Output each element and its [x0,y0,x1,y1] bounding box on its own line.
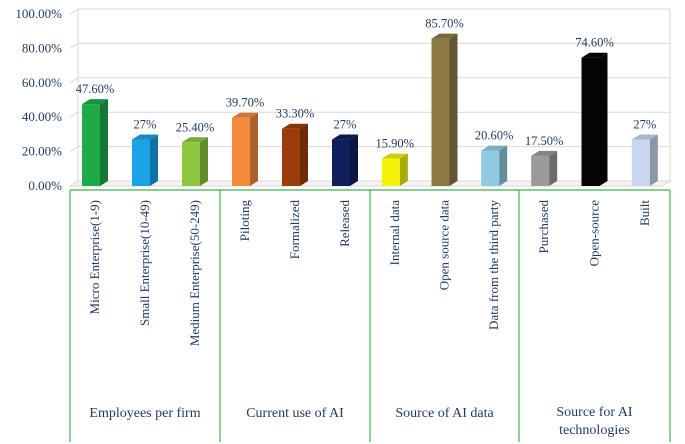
bar-medium-enterprise-50-249- [182,137,208,186]
bar-side [350,134,358,186]
data-label: 85.70% [425,17,464,31]
y-tick-label: 0.00% [28,178,62,193]
gridlines [68,8,672,187]
bar-front [82,104,100,186]
y-tick-label: 60.00% [22,75,62,90]
bar-top [631,134,658,140]
bar-open-source [581,52,608,186]
bar-front [531,155,550,186]
bars [82,33,658,186]
data-label: 17.50% [525,134,564,148]
category-label: Data from the third party [486,200,501,330]
gridline-depth [69,77,79,84]
bar-side [599,52,608,186]
bar-data-from-the-third-party [481,145,508,186]
bar-side [549,150,558,186]
bar-small-enterprise-10-49- [132,134,158,186]
data-label: 27% [134,118,157,132]
bar-front [182,142,200,186]
category-label: Medium Enterprise(50-249) [187,200,202,346]
gridline-depth [69,111,79,118]
bar-internal-data [381,153,408,186]
group-label: Employees per firm [89,406,200,421]
category-label: Small Enterprise(10-49) [137,200,152,326]
axes [69,189,671,442]
labels: 0.00% 20.00% 40.00% 60.00% 80.00% 100.00% 47.6… [15,6,656,438]
data-label: 47.60% [76,82,115,96]
bar-side [399,153,408,186]
bar-top [282,123,308,129]
data-label: 74.60% [575,36,614,50]
bar-side [449,33,458,186]
bar-front [481,150,500,186]
bar-top [132,134,158,140]
y-tick-label: 20.00% [22,144,62,159]
bar-side [150,134,158,186]
category-label: Formalized [287,200,302,260]
category-label: Open-source [587,200,602,267]
group-label: Source of AI data [395,406,494,421]
bar-released [332,134,358,186]
bar-front [431,38,450,186]
bar-side [100,99,108,186]
bar-open-source-data [431,33,458,186]
bar-built [631,134,658,186]
y-tick-label: 100.00% [15,6,62,21]
data-label: 15.90% [376,137,415,151]
bar-top [332,134,358,140]
group-label-line: technologies [559,423,630,438]
bar-top [531,150,558,156]
gridline-depth [69,146,79,153]
bar-top [481,145,508,151]
data-label: 33.30% [276,107,315,121]
bar-front [282,128,300,186]
data-label: 27% [334,118,357,132]
category-label: Piloting [237,200,252,242]
category-label: Released [337,200,352,247]
bar-front [581,57,600,186]
gridline-depth [69,42,79,49]
bar-top [431,33,458,39]
bar-side [200,137,208,186]
group-label: Source for AI technologies [556,405,633,438]
bar-formalized [282,123,308,186]
bar-front [132,139,150,186]
data-label: 39.70% [226,96,265,110]
bar-top [82,99,108,105]
data-label: 20.60% [475,129,514,143]
category-label: Purchased [536,200,551,254]
bar-top [581,52,608,58]
group-label-line: Source for AI [556,405,633,420]
bar-front [232,117,250,186]
bar-side [250,112,258,186]
bar-side [649,134,658,186]
category-label: Built [637,200,652,226]
bar-top [232,112,258,118]
category-label: Open source data [437,200,452,290]
category-label: Internal data [387,200,402,266]
bar-front [381,158,400,186]
bar-side [300,123,308,186]
bar-piloting [232,112,258,186]
category-label: Micro Enterprise(1-9) [87,200,102,314]
y-tick-label: 80.00% [22,40,62,55]
gridline-depth [69,8,79,15]
bar-top [381,153,408,159]
bar-front [631,139,650,186]
chart-floor [68,180,672,187]
y-tick-label: 40.00% [22,109,62,124]
data-label: 25.40% [176,120,215,134]
bar-micro-enterprise-1-9- [82,99,108,186]
bar-purchased [531,150,558,186]
data-label: 27% [633,118,656,132]
bar-top [182,137,208,143]
bar-side [499,145,508,186]
group-label: Current use of AI [246,406,344,421]
bar-front [332,139,350,186]
